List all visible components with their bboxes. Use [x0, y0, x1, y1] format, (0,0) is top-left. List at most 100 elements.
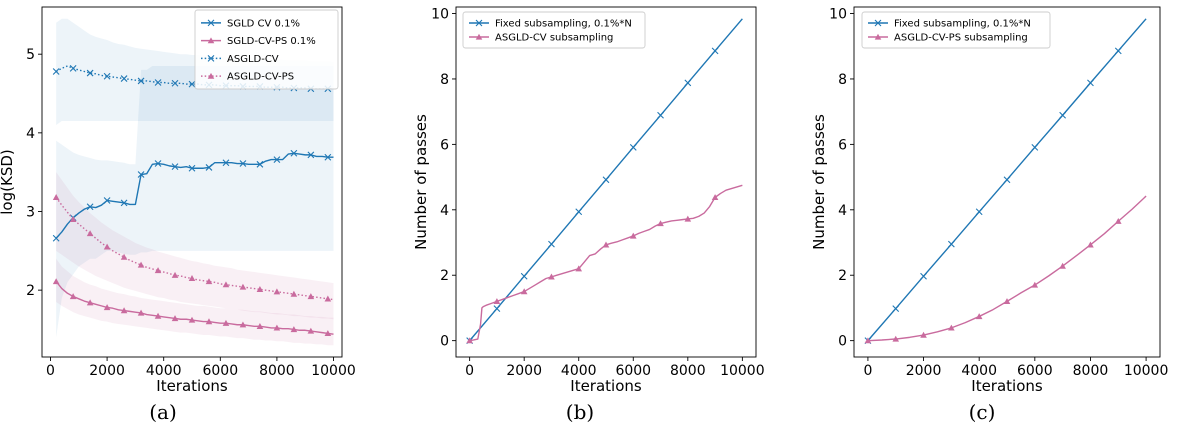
- series-3-marker: [69, 64, 77, 72]
- series-4-marker: [290, 290, 298, 297]
- series-1-marker: [256, 160, 264, 168]
- panel-caption: (a): [149, 400, 177, 424]
- series-1-marker: [920, 272, 927, 280]
- series-2-marker: [120, 307, 128, 314]
- series-2-marker: [1087, 241, 1094, 248]
- y-tick-label: 2: [838, 268, 847, 284]
- series-2-marker: [892, 335, 900, 342]
- series-1-marker: [1087, 79, 1094, 87]
- series-1-marker: [290, 149, 298, 157]
- series-1-marker: [1114, 47, 1122, 55]
- series-1-marker: [120, 199, 128, 207]
- series-1-marker: [137, 171, 145, 178]
- x-axis-label: Iterations: [570, 377, 642, 395]
- x-axis-label: Iterations: [156, 377, 228, 395]
- series-4-marker: [154, 267, 162, 274]
- legend-label-2: ASGLD-CV-PS subsampling: [894, 33, 1028, 44]
- legend-marker-1: [475, 19, 483, 27]
- series-4-marker: [137, 261, 145, 268]
- series-2-marker: [602, 241, 610, 248]
- y-axis-label: log(KSD): [0, 149, 16, 214]
- series-4-marker: [103, 243, 111, 250]
- series-4-marker: [52, 194, 60, 200]
- series-2-marker: [52, 278, 60, 285]
- chart-panel-2: 0 2000 4000 6000 8000 10000 0 2 4 6 8 10 Iterations N…: [412, 7, 765, 424]
- series-4-marker: [239, 283, 247, 290]
- series-4-marker: [69, 216, 77, 222]
- legend-label-2: SGLD-CV-PS 0.1%: [227, 36, 316, 47]
- series-2-marker: [86, 299, 94, 306]
- y-tick-label: 2: [440, 268, 449, 284]
- y-tick-label: 0: [838, 334, 847, 350]
- series-line-2: [867, 195, 1147, 342]
- series-4-marker: [222, 281, 230, 288]
- series-2-marker: [171, 315, 179, 322]
- x-tick-label: 4000: [561, 363, 597, 379]
- series-4-marker: [120, 253, 128, 260]
- plot-area: [864, 18, 1147, 345]
- legend-label-3: ASGLD-CV: [227, 54, 279, 65]
- series-2-marker: [103, 304, 111, 311]
- series-2-marker: [466, 337, 473, 344]
- series-3-marker: [188, 80, 196, 88]
- series-2-marker: [1114, 217, 1122, 224]
- x-axis-label: Iterations: [971, 377, 1043, 395]
- series-1-marker: [657, 111, 664, 119]
- y-tick-label: 3: [26, 204, 35, 220]
- series-2-marker: [684, 215, 692, 222]
- series-line-4: [55, 196, 334, 301]
- x-tick-label: 10000: [311, 363, 356, 379]
- series-3-marker: [120, 75, 128, 82]
- series-3-marker: [137, 77, 145, 85]
- series-2-marker: [307, 327, 315, 334]
- y-tick-label: 0: [440, 334, 449, 350]
- legend: Fixed subsampling, 0.1%*N ASGLD-CV-PS sub…: [861, 11, 1051, 49]
- series-3-marker: [103, 72, 111, 80]
- series-2-marker: [975, 313, 983, 320]
- series-1-marker: [171, 163, 179, 171]
- series-2-marker: [493, 298, 501, 305]
- series-1-marker: [684, 79, 692, 87]
- y-tick-label: 4: [838, 203, 847, 219]
- series-1-marker: [575, 208, 583, 216]
- series-1-marker: [188, 164, 196, 172]
- series-1-marker: [892, 305, 900, 312]
- legend-label-1: Fixed subsampling, 0.1%*N: [894, 19, 1031, 30]
- series-4-marker: [188, 275, 196, 281]
- series-3-marker: [52, 68, 60, 75]
- series-line-2: [55, 281, 334, 335]
- legend-label-2: ASGLD-CV subsampling: [495, 33, 613, 44]
- x-tick-label: 6000: [202, 363, 238, 379]
- series-line-2: [469, 184, 743, 342]
- series-1-marker: [324, 153, 332, 161]
- series-2-marker: [629, 232, 637, 239]
- series-1-marker: [548, 240, 555, 248]
- series-4-marker: [324, 295, 332, 302]
- series-1-marker: [307, 151, 315, 159]
- x-tick-label: 0: [465, 363, 474, 379]
- series-2-marker: [864, 337, 872, 344]
- x-tick-label: 8000: [259, 363, 295, 379]
- x-tick-label: 0: [46, 363, 55, 379]
- panel-caption: (c): [969, 400, 996, 424]
- series-1-marker: [273, 156, 281, 163]
- series-1-marker: [975, 208, 983, 216]
- y-axis-label: Number of passes: [412, 114, 430, 250]
- axes-frame: [853, 6, 1161, 358]
- x-tick-label: 10000: [720, 363, 765, 379]
- series-2-marker: [520, 288, 528, 295]
- x-tick-label: 6000: [1017, 363, 1053, 379]
- legend-label-1: Fixed subsampling, 0.1%*N: [495, 19, 632, 30]
- series-2-marker: [920, 331, 927, 338]
- series-2-marker: [290, 326, 298, 333]
- series-4-marker: [256, 286, 264, 292]
- legend-label-1: SGLD CV 0.1%: [227, 18, 300, 29]
- series-1-marker: [520, 272, 528, 280]
- series-3-marker: [86, 69, 94, 77]
- series-4-marker: [86, 230, 94, 237]
- y-tick-label: 8: [838, 72, 847, 88]
- x-tick-label: 2000: [906, 363, 942, 379]
- series-2-marker: [324, 330, 332, 337]
- series-2-marker: [273, 324, 281, 331]
- legend-marker-1: [874, 19, 882, 27]
